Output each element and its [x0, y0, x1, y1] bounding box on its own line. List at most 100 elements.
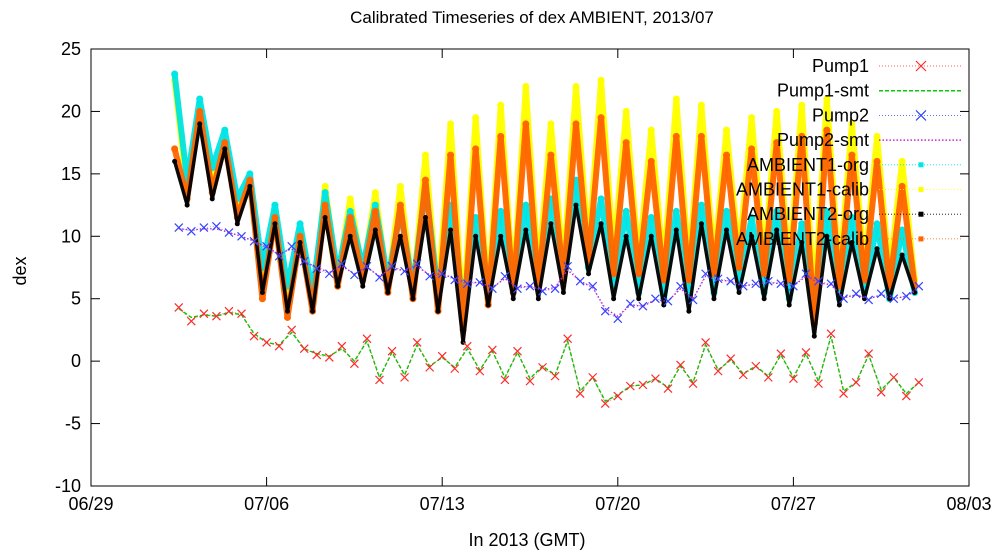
series-point	[271, 201, 279, 209]
series-point	[563, 261, 573, 271]
series-point	[826, 329, 836, 339]
series-segment	[787, 240, 804, 307]
series-point	[823, 207, 831, 215]
series-point	[697, 132, 705, 140]
series-segment	[773, 139, 793, 283]
series-point	[647, 157, 655, 165]
series-segment	[592, 377, 606, 404]
series-segment	[304, 260, 317, 270]
series-segment	[460, 145, 479, 333]
series-point	[523, 227, 529, 233]
series-segment	[749, 234, 766, 301]
series-point	[672, 207, 680, 215]
series-point	[572, 120, 580, 128]
series-segment	[768, 280, 781, 285]
series-segment	[241, 313, 255, 337]
series-segment	[542, 367, 556, 377]
series-point	[322, 215, 328, 221]
series-point	[234, 221, 240, 227]
series-segment	[291, 246, 305, 262]
series-point	[864, 295, 874, 305]
series-point	[647, 214, 655, 222]
series-segment	[492, 349, 506, 380]
series-segment	[610, 139, 630, 277]
series-segment	[649, 234, 666, 307]
series-segment	[673, 208, 692, 302]
series-segment	[547, 152, 567, 283]
series-point	[898, 157, 906, 165]
series-segment	[404, 263, 418, 272]
series-point	[371, 189, 379, 197]
series-point	[312, 350, 322, 360]
series-point	[221, 139, 229, 147]
series-segment	[316, 268, 330, 275]
series-point	[823, 126, 831, 134]
series-segment	[743, 283, 756, 287]
series-segment	[522, 120, 542, 290]
series-point	[723, 207, 731, 215]
plot-frame	[90, 48, 970, 487]
series-segment	[712, 228, 729, 301]
series-segment	[793, 352, 807, 379]
series-segment	[818, 333, 832, 384]
series-segment	[635, 158, 655, 277]
series-segment	[648, 158, 667, 283]
series-segment	[605, 310, 618, 319]
series-point	[335, 283, 341, 289]
series-point	[597, 195, 605, 203]
series-point	[660, 276, 668, 284]
series-segment	[354, 266, 368, 276]
series-segment	[748, 145, 768, 277]
series-segment	[517, 351, 531, 382]
series-point	[548, 221, 554, 227]
series-segment	[529, 285, 543, 292]
series-segment	[436, 228, 453, 313]
series-point	[371, 201, 379, 209]
series-segment	[347, 214, 366, 283]
series-point	[287, 241, 297, 251]
series-segment	[497, 133, 517, 296]
y-tick-label: 5	[71, 289, 81, 309]
series-segment	[379, 351, 393, 380]
series-segment	[574, 203, 591, 276]
series-segment	[524, 228, 541, 301]
series-point	[685, 276, 693, 284]
axis-ticks	[90, 48, 970, 487]
series-point	[798, 132, 806, 140]
series-point	[237, 231, 246, 241]
series-point	[347, 233, 353, 239]
series-segment	[798, 133, 818, 327]
series-point	[421, 151, 429, 159]
series-point	[647, 126, 655, 134]
series-segment	[479, 349, 493, 372]
series-point	[788, 374, 798, 384]
series-point	[851, 289, 861, 299]
series-point	[572, 82, 580, 90]
series-segment	[755, 280, 769, 285]
series-segment	[191, 313, 205, 322]
series-point	[321, 182, 329, 190]
series-segment	[572, 120, 592, 265]
series-point	[773, 207, 781, 215]
series-segment	[561, 203, 578, 295]
series-point	[839, 294, 848, 304]
series-segment	[228, 232, 242, 237]
series-point	[824, 233, 830, 239]
series-segment	[454, 346, 468, 369]
series-point	[186, 316, 196, 326]
series-segment	[662, 228, 679, 307]
series-point	[400, 266, 409, 276]
y-tick-label: 15	[61, 164, 81, 184]
series-point	[723, 151, 731, 159]
series-segment	[260, 222, 277, 295]
series-point	[324, 269, 334, 279]
legend-item-pump1-smt: Pump1-smt	[777, 81, 963, 101]
series-point	[748, 214, 756, 222]
series-point	[851, 377, 861, 387]
series-segment	[761, 139, 780, 277]
series-segment	[843, 293, 857, 299]
series-segment	[567, 338, 581, 394]
series-point	[247, 183, 253, 189]
series-segment	[549, 222, 566, 295]
